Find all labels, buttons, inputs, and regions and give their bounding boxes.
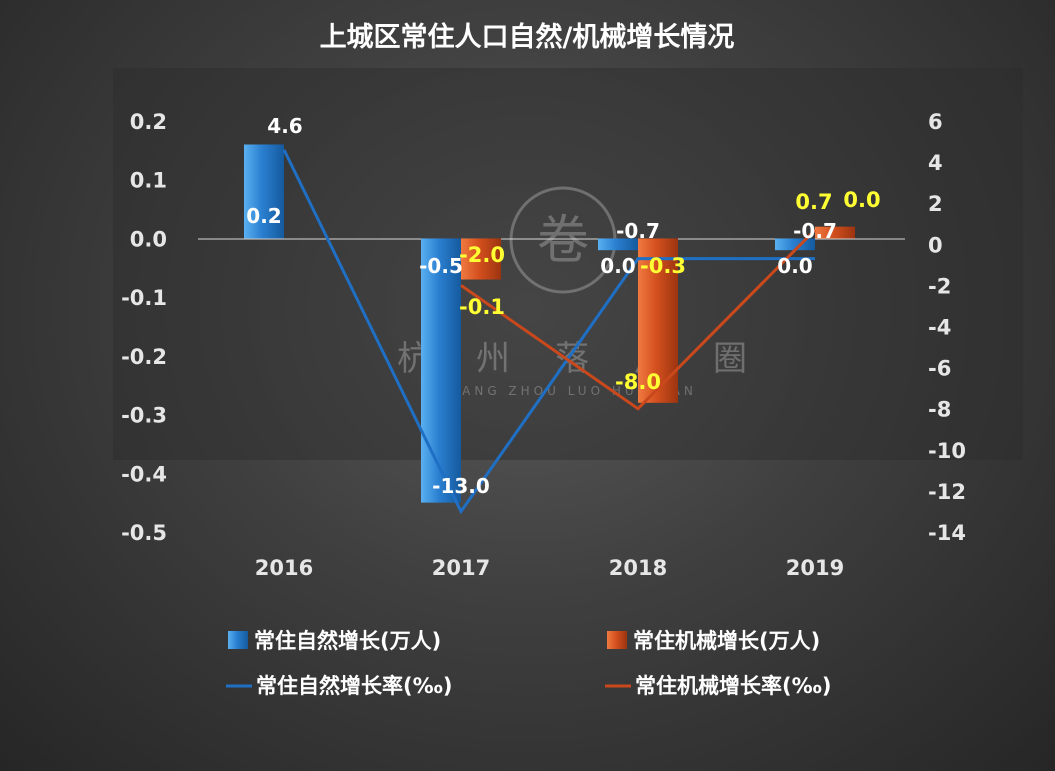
category-axis: 2016 2017 2018 2019 (255, 556, 844, 580)
data-label-natural-rate: -0.7 (616, 219, 660, 243)
left-tick-label: -0.5 (121, 521, 167, 545)
right-tick-label: -4 (928, 316, 951, 340)
legend-swatch-natural (228, 631, 248, 649)
watermark-char-4: 圈 (713, 339, 749, 379)
legend-label-natural: 常住自然增长(万人) (254, 629, 441, 653)
right-tick-label: -6 (928, 357, 951, 381)
line-mechanical-rate (460, 228, 817, 411)
right-tick-label: 6 (928, 110, 943, 134)
legend-swatch-mechanical (607, 631, 627, 649)
right-tick-label: -12 (928, 480, 966, 504)
data-label-natural-rate: 4.6 (267, 114, 302, 138)
watermark-pinyin: HANG ZHOU LUO HU QUAN (449, 384, 697, 398)
left-tick-label: -0.2 (121, 345, 167, 369)
legend-label-mechanical-rate: 常住机械增长率(‰) (635, 674, 831, 698)
data-label-natural: 0.0 (600, 254, 635, 278)
right-axis: 6 4 2 0 -2 -4 -6 -8 -10 -12 -14 (928, 110, 966, 545)
watermark-seal-char: 卷 (537, 211, 589, 271)
data-label-mechanical: -0.3 (640, 254, 686, 278)
data-label-natural: 0.0 (777, 254, 812, 278)
category-label: 2017 (432, 556, 490, 580)
category-label: 2018 (609, 556, 667, 580)
legend: 常住自然增长(万人) 常住机械增长(万人) 常住自然增长率(‰) 常住机械增长率… (226, 629, 831, 698)
bar-mechanical-growth (461, 238, 501, 280)
right-tick-label: 2 (928, 192, 943, 216)
data-label-mechanical: -0.1 (459, 295, 505, 319)
left-tick-label: -0.3 (121, 404, 167, 428)
data-labels: 0.2-0.5 0.0 0.04.6-13.0-0.7 -0.7-0.1-0.30.0… (246, 114, 880, 498)
line-natural-rate (282, 149, 815, 515)
data-label-mechanical-rate: -2.0 (459, 243, 505, 267)
data-label-mechanical-rate: -8.0 (615, 370, 661, 394)
data-label-mechanical: 0.0 (843, 188, 880, 212)
category-label: 2019 (786, 556, 844, 580)
legend-label-mechanical: 常住机械增长(万人) (633, 629, 820, 653)
left-tick-label: -0.1 (121, 286, 167, 310)
right-tick-label: -14 (928, 521, 966, 545)
left-tick-label: 0.0 (130, 227, 167, 251)
data-label-natural-rate: -13.0 (432, 474, 490, 498)
bar-natural-growth (775, 238, 815, 251)
right-tick-label: -8 (928, 398, 951, 422)
lines (282, 149, 817, 515)
data-label-natural: 0.2 (246, 204, 281, 228)
chart-title: 上城区常住人口自然/机械增长情况 (320, 21, 735, 53)
watermark-char-1: 州 (476, 339, 512, 379)
data-label-natural: -0.5 (419, 254, 463, 278)
left-tick-label: 0.1 (130, 169, 167, 193)
right-tick-label: -10 (928, 439, 966, 463)
bar-mechanical-growth (815, 226, 855, 239)
left-tick-label: 0.2 (130, 110, 167, 134)
left-axis: 0.2 0.1 0.0 -0.1 -0.2 -0.3 -0.4 -0.5 (121, 110, 167, 545)
data-label-mechanical-rate: 0.7 (795, 190, 832, 214)
bar-natural-growth (421, 238, 461, 503)
legend-label-natural-rate: 常住自然增长率(‰) (256, 674, 452, 698)
background-photo (113, 68, 1023, 460)
bar-natural-growth (244, 144, 284, 239)
data-label-natural-rate: -0.7 (793, 219, 837, 243)
left-tick-label: -0.4 (121, 462, 167, 486)
right-tick-label: 4 (928, 151, 943, 175)
right-tick-label: -2 (928, 274, 951, 298)
bar-natural-growth (598, 238, 638, 251)
category-label: 2016 (255, 556, 313, 580)
right-tick-label: 0 (928, 233, 943, 257)
